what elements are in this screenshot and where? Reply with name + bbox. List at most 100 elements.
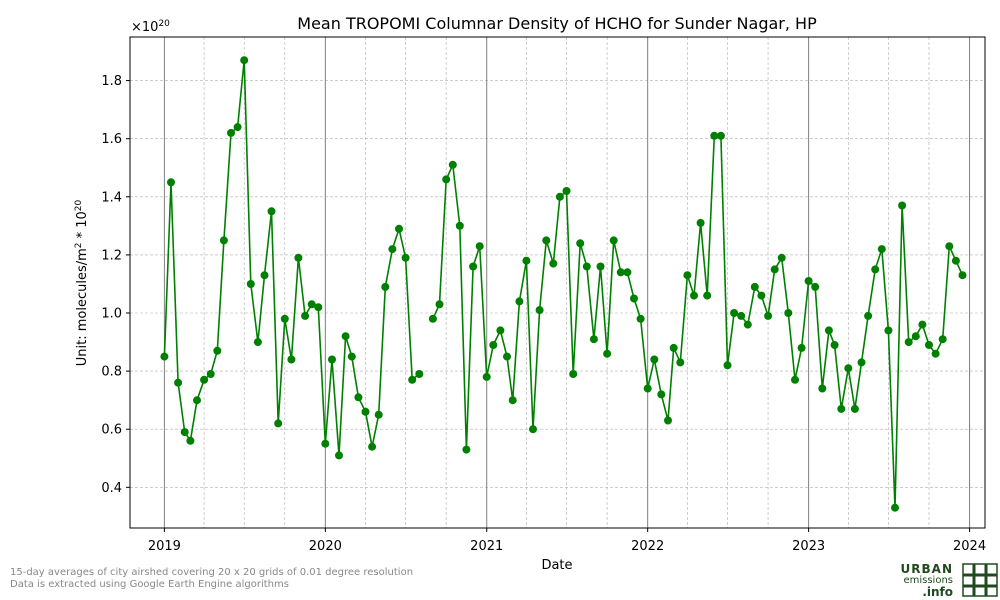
data-point bbox=[428, 314, 437, 323]
data-point bbox=[938, 335, 947, 344]
data-point bbox=[777, 253, 786, 262]
data-point bbox=[743, 320, 752, 329]
data-point bbox=[797, 343, 806, 352]
y-axis-label-sup2: 20 bbox=[74, 199, 84, 211]
data-point bbox=[307, 300, 316, 309]
y-axis-label-main: Unit: molecules/m bbox=[75, 248, 90, 366]
data-point bbox=[522, 256, 531, 265]
data-point bbox=[455, 221, 464, 230]
data-point bbox=[415, 370, 424, 378]
x-tick-label: 2020 bbox=[309, 539, 342, 554]
data-point bbox=[280, 314, 289, 323]
hcho-series bbox=[160, 56, 967, 512]
data-point bbox=[160, 352, 169, 361]
data-point bbox=[696, 218, 705, 227]
data-point bbox=[253, 338, 262, 347]
data-point bbox=[884, 326, 893, 335]
data-point bbox=[951, 256, 960, 265]
data-point bbox=[850, 404, 859, 413]
data-point bbox=[669, 343, 678, 352]
data-point bbox=[676, 358, 685, 367]
data-point bbox=[683, 271, 692, 280]
data-point bbox=[562, 187, 571, 195]
offset-base: ×10 bbox=[131, 20, 158, 35]
data-point bbox=[636, 314, 645, 323]
x-axis-ticks: 2019 2020 2021 2022 2023 2024 bbox=[148, 528, 986, 554]
data-point bbox=[616, 268, 625, 277]
y-axis-label-mid: * 10 bbox=[75, 211, 90, 242]
data-point bbox=[664, 416, 672, 425]
data-point bbox=[911, 332, 920, 341]
data-point bbox=[341, 332, 350, 341]
grid-lines bbox=[130, 37, 985, 528]
plot-area-frame bbox=[129, 36, 986, 529]
data-point bbox=[555, 192, 564, 201]
data-point bbox=[918, 320, 927, 329]
data-point bbox=[925, 341, 933, 349]
logo-urban-text: URBAN bbox=[900, 562, 953, 576]
data-point bbox=[737, 311, 746, 320]
y-tick-label: 1.6 bbox=[101, 132, 122, 147]
data-point bbox=[508, 396, 517, 405]
data-point bbox=[723, 361, 732, 370]
data-point bbox=[462, 445, 471, 454]
year-separator-lines bbox=[163, 37, 971, 528]
data-point bbox=[818, 384, 827, 393]
x-tick-label: 2021 bbox=[470, 539, 503, 554]
data-point bbox=[596, 262, 605, 271]
data-point bbox=[395, 224, 403, 233]
data-point bbox=[515, 297, 524, 306]
data-point bbox=[301, 311, 310, 320]
data-point bbox=[542, 236, 551, 245]
data-point bbox=[361, 407, 370, 416]
data-point bbox=[589, 335, 598, 344]
data-point bbox=[770, 265, 779, 274]
data-point bbox=[857, 358, 866, 367]
data-point bbox=[844, 364, 853, 373]
data-point bbox=[931, 349, 940, 358]
data-point bbox=[750, 282, 759, 291]
data-point bbox=[374, 410, 383, 419]
data-point bbox=[435, 300, 444, 309]
chart-title: Mean TROPOMI Columnar Density of HCHO fo… bbox=[297, 14, 817, 33]
data-point bbox=[503, 352, 511, 361]
data-point bbox=[623, 268, 632, 277]
y-axis-label: Unit: molecules/m2 * 1020 bbox=[74, 199, 90, 366]
y-tick-label: 1.0 bbox=[101, 307, 122, 322]
data-point bbox=[791, 375, 799, 384]
data-point bbox=[871, 265, 880, 274]
data-point bbox=[186, 436, 195, 445]
data-point bbox=[482, 372, 491, 381]
data-point bbox=[174, 378, 183, 387]
data-point bbox=[757, 291, 766, 300]
data-point bbox=[401, 253, 410, 262]
data-point bbox=[496, 326, 505, 335]
data-point bbox=[267, 207, 276, 216]
data-point bbox=[898, 201, 907, 210]
data-point bbox=[784, 309, 793, 317]
data-point bbox=[703, 291, 712, 300]
footnote-line-2: Data is extracted using Google Earth Eng… bbox=[10, 579, 289, 590]
data-point bbox=[529, 425, 537, 434]
series-line bbox=[432, 135, 964, 508]
data-point bbox=[381, 282, 390, 291]
data-point bbox=[657, 390, 666, 399]
data-point bbox=[448, 160, 457, 169]
series-line bbox=[163, 60, 420, 456]
data-point bbox=[710, 131, 719, 140]
data-point bbox=[408, 375, 417, 384]
data-point bbox=[227, 128, 235, 137]
data-point bbox=[904, 338, 913, 347]
data-point bbox=[489, 341, 498, 349]
data-point bbox=[354, 393, 363, 402]
x-tick-label: 2019 bbox=[148, 539, 181, 554]
y-tick-label: 1.2 bbox=[101, 248, 122, 263]
data-point bbox=[549, 259, 558, 268]
data-point bbox=[233, 123, 242, 132]
y-tick-label: 0.6 bbox=[101, 423, 122, 438]
data-point bbox=[730, 309, 739, 317]
data-point bbox=[811, 282, 820, 291]
data-point bbox=[335, 451, 343, 460]
y-tick-label: 0.4 bbox=[101, 481, 122, 496]
